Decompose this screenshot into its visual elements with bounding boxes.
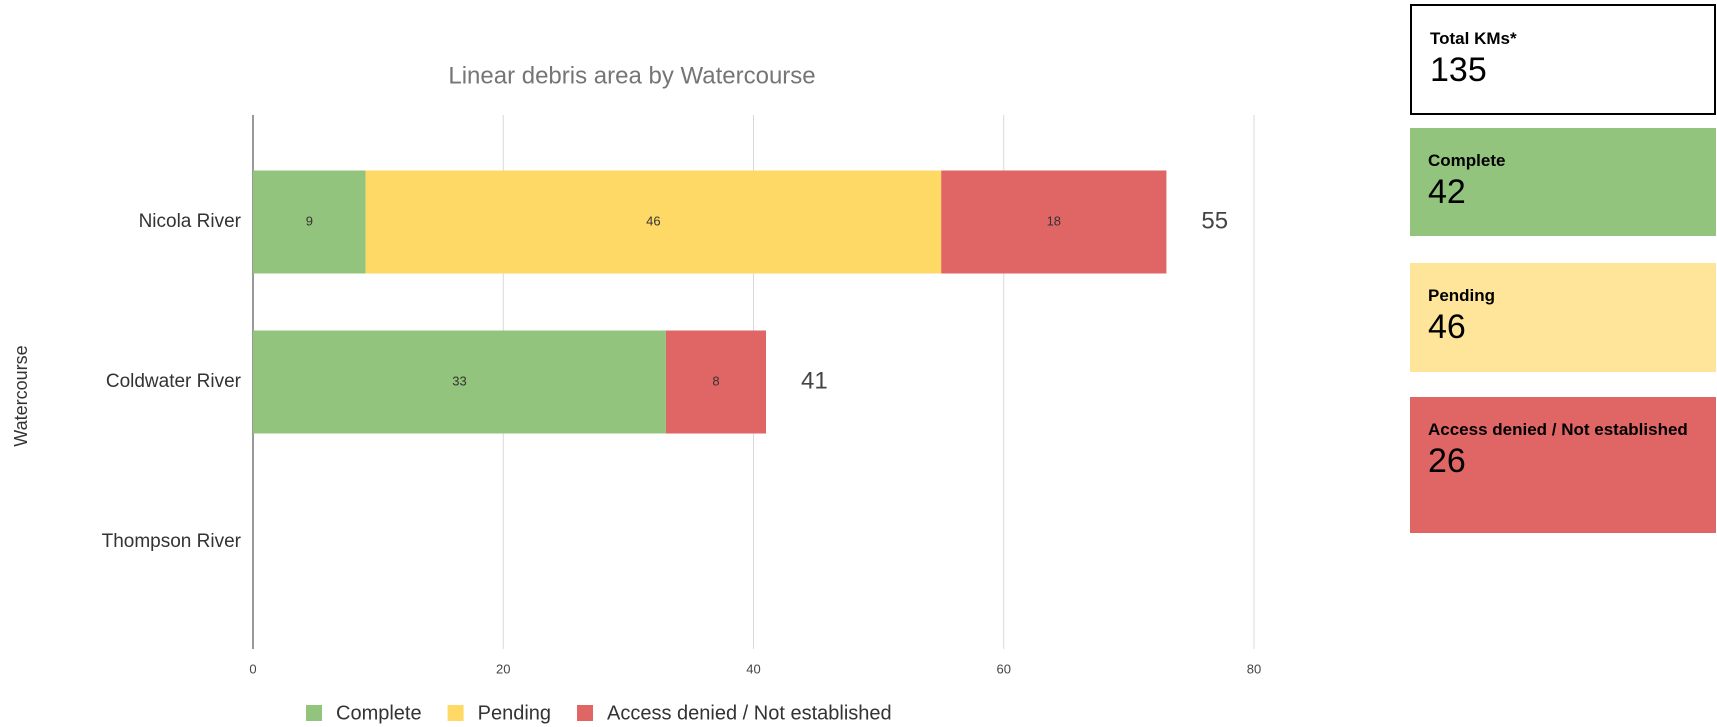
bar [253, 330, 666, 434]
stat-card: Access denied / Not established 26 [1410, 397, 1716, 533]
y-axis-title: Watercourse [11, 345, 31, 446]
x-tick-label: 60 [997, 661, 1011, 676]
stat-card: Total KMs* 135 [1410, 4, 1716, 115]
bar [941, 170, 1167, 274]
x-tick-label: 0 [249, 661, 256, 676]
card-label: Complete [1428, 151, 1506, 170]
card-label: Access denied / Not established [1428, 420, 1688, 439]
card-value: 135 [1430, 51, 1487, 89]
legend-swatch [306, 705, 322, 721]
card-label: Pending [1428, 286, 1496, 305]
bar-label: 33 [452, 373, 466, 388]
x-tick-label: 20 [496, 661, 510, 676]
card-value: 42 [1428, 173, 1466, 211]
bar [253, 170, 366, 274]
card-value: 26 [1428, 442, 1466, 480]
bar-label: 18 [1047, 213, 1061, 228]
legend-swatch [577, 705, 594, 721]
x-tick-label: 80 [1247, 661, 1261, 676]
bar-label: 46 [646, 213, 660, 228]
card-value: 46 [1428, 308, 1466, 346]
bar [665, 330, 767, 434]
legend-label: Complete [336, 702, 422, 724]
chart-title: Linear debris area by Watercourse [448, 62, 815, 89]
x-tick-label: 40 [746, 661, 760, 676]
y-tick-label: Nicola River [139, 211, 242, 232]
bar-label: 9 [306, 213, 313, 228]
stat-card: Complete 42 [1410, 128, 1716, 236]
legend-label: Access denied / Not established [607, 702, 892, 724]
total-label: 55 [1201, 207, 1228, 234]
legend-label: Pending [478, 702, 551, 724]
total-label: 41 [801, 367, 828, 394]
legend-swatch [447, 705, 464, 721]
card-label: Total KMs* [1430, 29, 1517, 48]
stat-card: Pending 46 [1410, 263, 1716, 372]
chart: Linear debris area by Watercourse Waterc… [11, 62, 1261, 724]
bar-label: 8 [712, 373, 719, 388]
bar [365, 170, 942, 274]
y-tick-label: Coldwater River [106, 371, 242, 392]
y-tick-label: Thompson River [102, 531, 242, 552]
